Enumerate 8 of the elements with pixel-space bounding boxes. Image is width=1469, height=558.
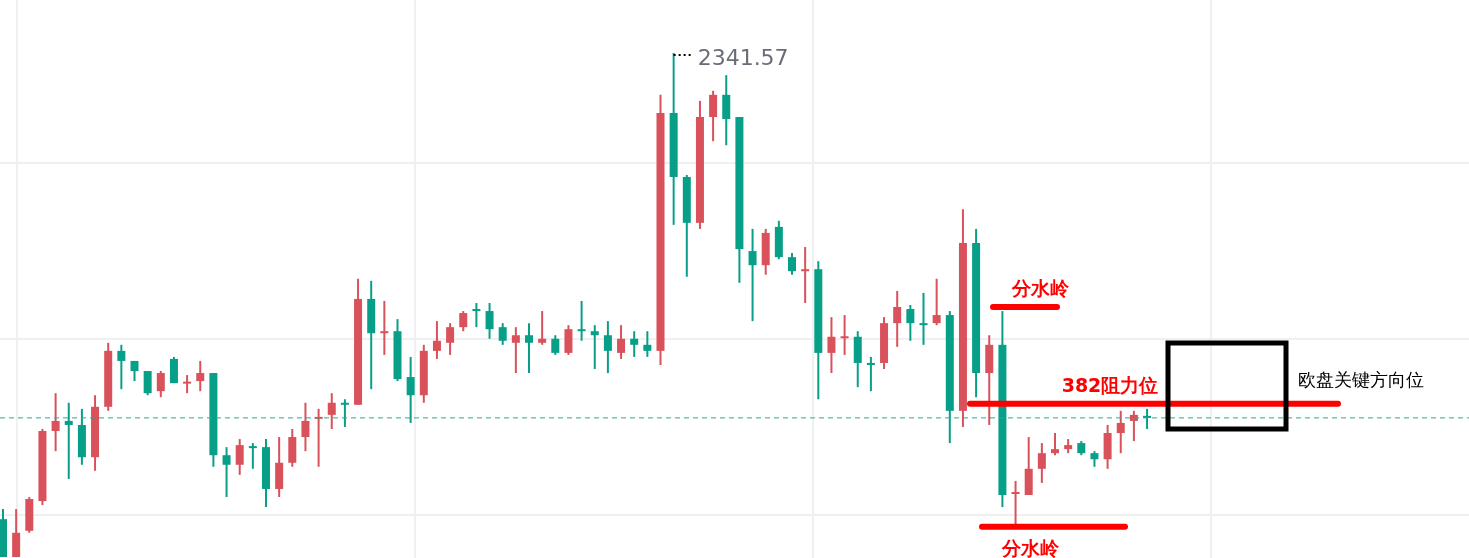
ref-line: 分水岭 bbox=[979, 523, 1128, 558]
annotation: 2341.57 bbox=[697, 45, 789, 70]
annotation: 2341.57 bbox=[672, 45, 789, 70]
ref-line-label: 分水岭 bbox=[1000, 536, 1060, 558]
annotation: 欧盘关键方向位 bbox=[1298, 369, 1424, 390]
ref-line: 分水岭 bbox=[990, 277, 1069, 310]
ref-line-label: 分水岭 bbox=[1010, 277, 1070, 300]
ref-line-label: 382阻力位 bbox=[1061, 373, 1159, 396]
